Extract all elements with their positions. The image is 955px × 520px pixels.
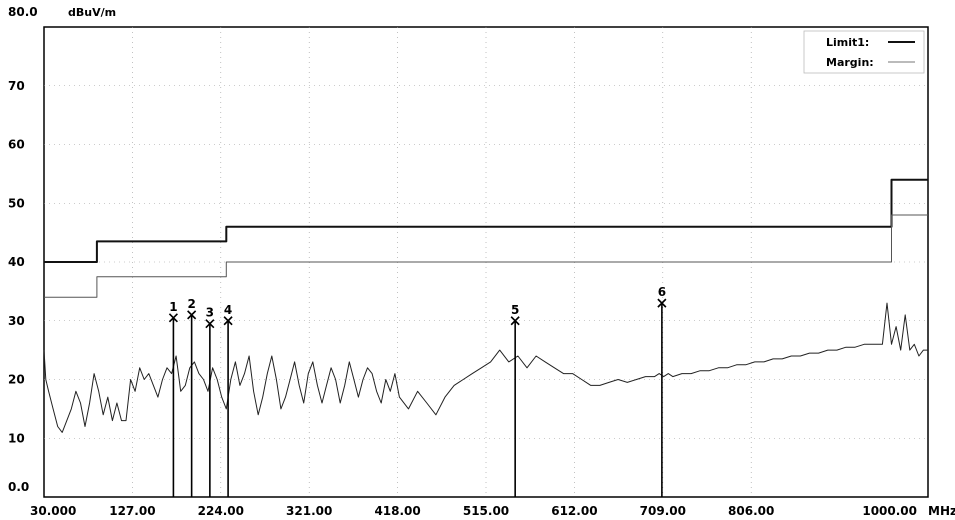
marker-label-4: 4 — [224, 303, 232, 317]
x-tick-label: 30.000 — [30, 504, 76, 518]
marker-label-5: 5 — [511, 303, 519, 317]
y-tick-label: 80.0 — [8, 5, 38, 19]
y-tick-label: 30 — [8, 314, 25, 328]
marker-x-2 — [187, 310, 197, 320]
marker-x-1 — [168, 313, 178, 323]
y-axis-unit-label: dBuV/m — [68, 6, 116, 19]
x-tick-label: 806.00 — [728, 504, 774, 518]
marker-label-3: 3 — [206, 306, 214, 320]
marker-label-6: 6 — [658, 285, 666, 299]
y-tick-label: 40 — [8, 255, 25, 269]
marker-label-1: 1 — [169, 300, 177, 314]
y-tick-label: 20 — [8, 373, 25, 387]
x-tick-label: 515.00 — [463, 504, 509, 518]
x-tick-label: 612.00 — [551, 504, 597, 518]
y-tick-label: 50 — [8, 196, 25, 210]
x-tick-label: 1000.00 — [862, 504, 917, 518]
series-group — [43, 178, 928, 433]
legend-box — [803, 30, 925, 74]
y-tick-label: 0.0 — [8, 480, 29, 494]
y-tick-label: 70 — [8, 79, 25, 93]
x-tick-label: 321.00 — [286, 504, 332, 518]
x-tick-label: 418.00 — [374, 504, 420, 518]
y-tick-label: 60 — [8, 138, 25, 152]
y-tick-label: 10 — [8, 431, 25, 445]
legend-label-limit: Limit1: — [826, 36, 869, 49]
series-line-measurement — [43, 302, 928, 433]
series-line-limit1 — [44, 178, 928, 263]
marker-x-6 — [657, 298, 667, 308]
markers-group: 1 23 4 5 6 — [168, 285, 667, 497]
marker-label-2: 2 — [187, 297, 195, 311]
legend-label-margin: Margin: — [826, 56, 874, 69]
marker-x-3 — [205, 319, 215, 329]
series-line-margin — [44, 214, 928, 298]
x-axis-unit-label: MHz — [928, 504, 955, 518]
x-tick-labels: 30.000 127.00 224.00 321.00 418.00 515.00 612.… — [30, 504, 917, 518]
marker-x-5 — [510, 316, 520, 326]
marker-x-4 — [223, 316, 233, 326]
y-tick-labels: 0.0 10 20 30 40 50 60 70 80.0 — [8, 5, 38, 494]
x-tick-label: 127.00 — [109, 504, 155, 518]
legend: Limit1: Margin: — [803, 30, 925, 74]
x-tick-label: 709.00 — [640, 504, 686, 518]
x-tick-label: 224.00 — [198, 504, 244, 518]
